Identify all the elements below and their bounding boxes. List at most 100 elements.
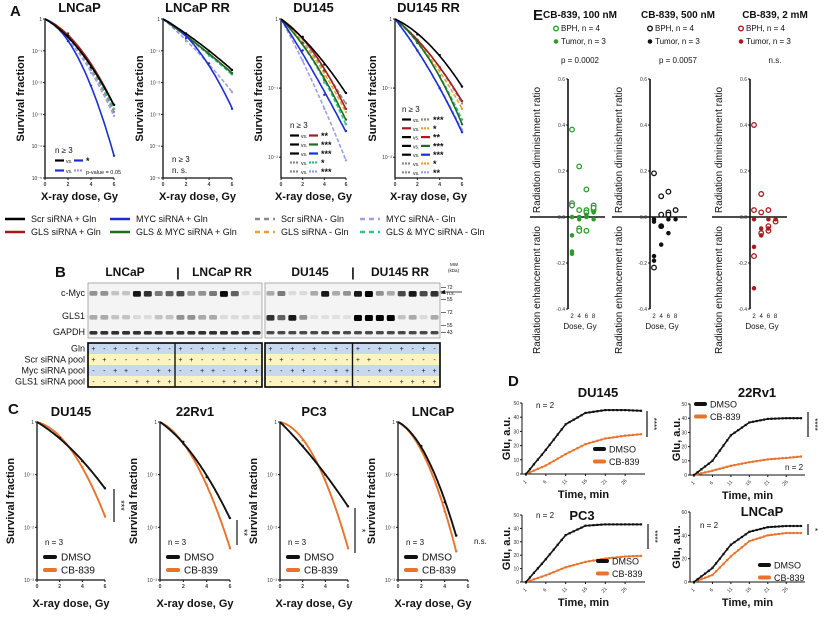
- data-point: [755, 459, 758, 463]
- band-c-myc: [230, 291, 239, 297]
- data-point-tumor: [758, 226, 764, 231]
- data-point-bph: [751, 122, 757, 128]
- band-c-myc: [176, 291, 185, 297]
- data-point-bph: [665, 188, 672, 195]
- band-gapdh: [111, 331, 120, 335]
- condition-sign: +: [334, 379, 338, 386]
- x-tick-label: 4: [760, 314, 764, 320]
- data-point: [737, 549, 740, 552]
- condition-sign: +: [91, 357, 95, 364]
- condition-sign: +: [211, 368, 215, 375]
- data-point: [207, 62, 211, 65]
- data-point: [230, 90, 234, 94]
- band-gls1: [419, 315, 428, 320]
- band-gls1: [209, 315, 218, 320]
- x-tick-label: 0: [44, 182, 47, 188]
- data-point: [592, 440, 595, 444]
- data-point: [696, 473, 699, 476]
- band-gls1: [332, 315, 341, 320]
- band-gapdh: [143, 331, 152, 335]
- note-text: n ≥ 3: [172, 155, 190, 164]
- data-point: [763, 418, 766, 421]
- y-tick-label: 10⁻²: [150, 81, 160, 87]
- data-point-bph: [590, 204, 597, 211]
- condition-sign: -: [324, 368, 327, 375]
- condition-sign: -: [255, 346, 258, 353]
- data-point: [572, 449, 575, 452]
- data-point-tumor: [584, 212, 589, 217]
- data-point-bph: [576, 227, 583, 234]
- data-point: [744, 423, 747, 427]
- x-axis-label: X-ray dose, Gy: [156, 598, 234, 610]
- data-point: [572, 530, 575, 533]
- y-tick-label: 20: [681, 557, 687, 563]
- data-point: [438, 66, 441, 69]
- x-axis-label: Time, min: [558, 489, 609, 501]
- protein-label: c-Myc: [61, 288, 85, 298]
- band-gapdh: [321, 331, 330, 335]
- data-point: [729, 464, 732, 467]
- data-point: [301, 439, 304, 442]
- data-point: [460, 99, 464, 103]
- data-point-tumor: [758, 233, 764, 238]
- condition-sign: -: [179, 379, 182, 386]
- data-point: [568, 420, 571, 424]
- legend-label: Tumor, n = 3: [655, 37, 700, 46]
- condition-sign: -: [302, 379, 305, 386]
- data-point: [460, 131, 464, 134]
- survival-curve-dmso: [279, 421, 349, 508]
- x-tick-label: 6: [542, 587, 548, 593]
- data-point-tumor: [751, 217, 757, 222]
- data-point: [536, 567, 539, 570]
- condition-sign: +: [432, 379, 436, 386]
- y-tick-label: 20: [513, 444, 519, 450]
- data-point: [548, 443, 551, 446]
- x-tick-label: 4: [660, 314, 664, 320]
- x-tick-label: 1: [690, 587, 696, 593]
- data-point: [624, 409, 627, 412]
- band-c-myc: [310, 291, 319, 296]
- data-point: [344, 102, 348, 105]
- band-c-myc: [408, 291, 417, 297]
- band-c-myc: [332, 291, 341, 296]
- data-point: [540, 575, 543, 578]
- condition-sign: -: [234, 357, 237, 364]
- data-point: [344, 107, 348, 111]
- significance-row: vs. **: [290, 131, 329, 141]
- data-point: [596, 523, 599, 527]
- x-tick-label: 0: [279, 584, 282, 590]
- condition-sign: -: [335, 357, 338, 364]
- cell-line-header: LNCaP RR: [192, 265, 252, 279]
- significance-text: **: [433, 133, 441, 143]
- data-point: [744, 533, 747, 536]
- data-point: [755, 419, 758, 423]
- chart-title: 22Rv1: [176, 404, 214, 419]
- vs-label: vs.: [301, 152, 307, 158]
- x-tick-label: 26: [781, 586, 789, 594]
- condition-sign: -: [291, 357, 294, 364]
- data-point-tumor: [658, 242, 664, 247]
- note-text: n = 2: [536, 511, 555, 520]
- y-tick-label: 0: [684, 580, 687, 586]
- significance-row: vs. ***: [290, 167, 332, 177]
- data-point: [596, 439, 599, 442]
- panel-label-e: E: [533, 7, 543, 24]
- data-point: [556, 543, 559, 546]
- data-point: [576, 562, 579, 566]
- chart-e-1: 0.6 0.4 0.2 0.0 -0.2 -0.4 2 4 6 8 Dose, Gy CB-839, …: [530, 10, 617, 354]
- data-point: [718, 566, 721, 569]
- data-point: [628, 434, 631, 437]
- data-point-bph: [658, 211, 665, 218]
- data-point: [301, 49, 304, 52]
- band-gls1: [143, 315, 152, 320]
- y-tick-label: 0.6: [740, 77, 747, 83]
- data-point: [766, 417, 769, 421]
- x-tick-label: 2: [652, 314, 656, 320]
- data-point: [592, 559, 595, 562]
- x-tick-label: 4: [323, 182, 326, 188]
- legend-label: CB-839: [184, 566, 218, 577]
- x-tick-label: 2: [58, 584, 61, 590]
- y-tick-label: 10⁻³: [385, 578, 395, 584]
- data-point: [729, 434, 732, 437]
